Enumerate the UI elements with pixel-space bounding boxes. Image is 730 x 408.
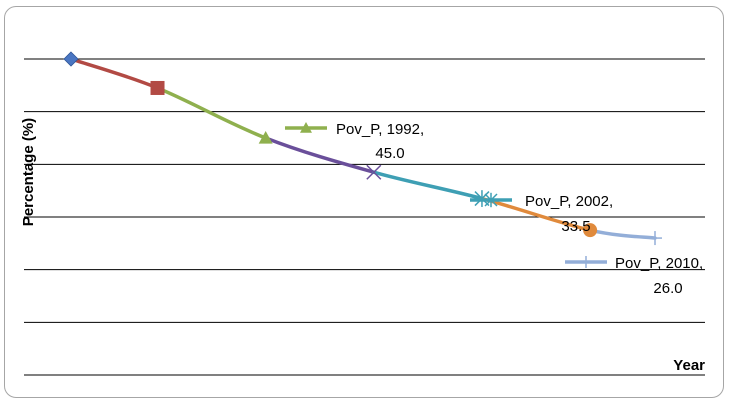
- data-label: Pov_P, 2002, 33.5: [470, 192, 613, 235]
- series-segment: [155, 86, 268, 140]
- data-point-plus: [648, 231, 662, 246]
- data-point-circle: [583, 223, 598, 238]
- series-segment: [372, 170, 484, 201]
- data-point-plus: [580, 256, 592, 268]
- data-label-line2: 26.0: [653, 280, 682, 297]
- data-label-line1: Pov_P, 1992,: [336, 121, 424, 138]
- data-point-star: [484, 192, 498, 208]
- data-point-square: [150, 80, 165, 95]
- series-segment: [263, 136, 376, 174]
- data-point-triangle: [258, 131, 273, 144]
- series-segment: [588, 228, 657, 240]
- series-segment: [69, 57, 160, 90]
- data-label-line1: Pov_P, 2002,: [525, 193, 613, 210]
- data-label-line2: 33.5: [561, 218, 590, 235]
- x-axis-label: Year: [673, 357, 705, 374]
- data-point-diamond: [63, 51, 79, 67]
- data-point-triangle: [300, 122, 312, 133]
- gridlines: [24, 58, 705, 376]
- y-axis-label: Percentage (%): [20, 118, 37, 226]
- data-label-line1: Pov_P, 2010,: [615, 255, 703, 272]
- data-label-line2: 45.0: [375, 145, 404, 162]
- data-label: Pov_P, 2010, 26.0: [565, 255, 703, 297]
- data-point-x: [366, 164, 382, 180]
- series-markers: [63, 51, 662, 246]
- data-label: Pov_P, 1992, 45.0: [285, 121, 424, 162]
- chart-frame: [4, 6, 724, 398]
